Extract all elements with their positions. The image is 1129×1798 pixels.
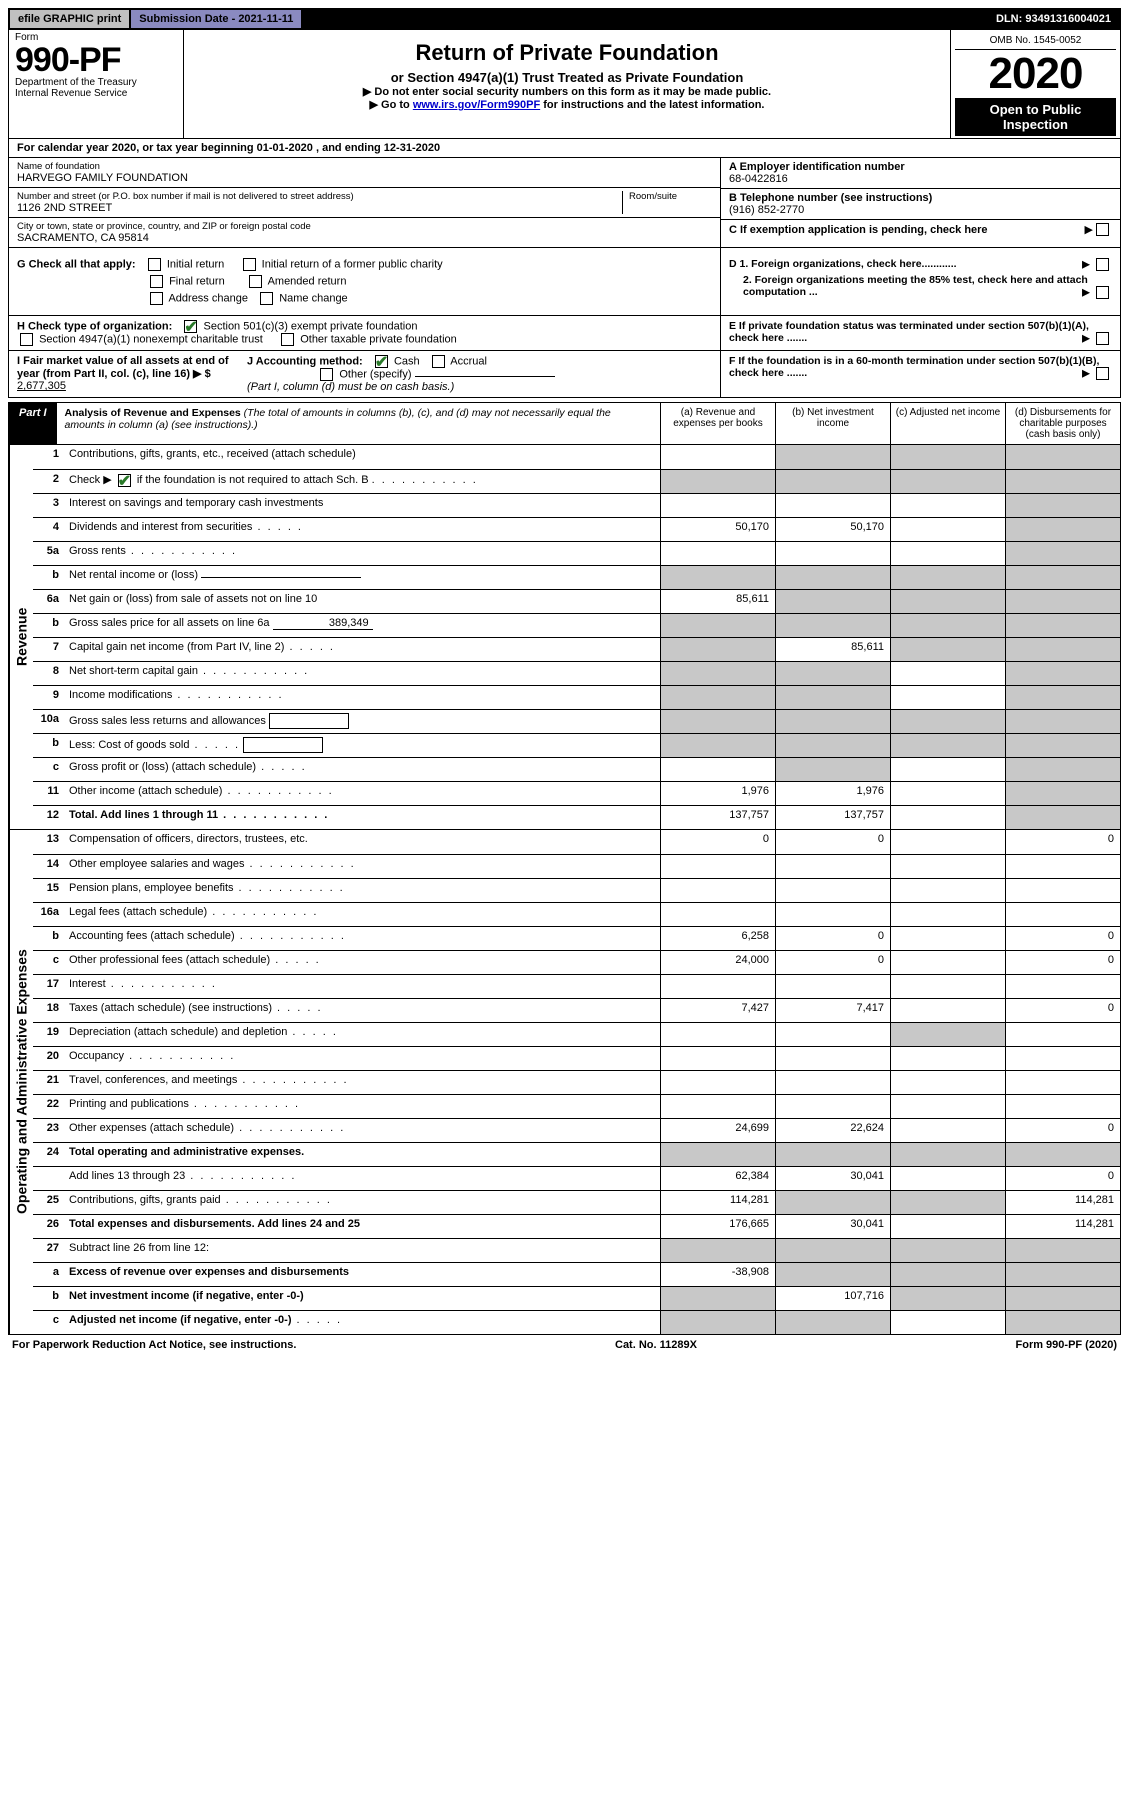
fmv-value: 2,677,305 [17, 380, 66, 392]
name-label: Name of foundation [17, 161, 712, 172]
cat-no: Cat. No. 11289X [615, 1339, 697, 1351]
ij-row: I Fair market value of all assets at end… [8, 351, 1121, 398]
cash-checkbox[interactable] [375, 355, 388, 368]
top-bar: efile GRAPHIC print Submission Date - 20… [8, 8, 1121, 30]
dln: DLN: 93491316004021 [988, 10, 1119, 28]
other-method-checkbox[interactable] [320, 368, 333, 381]
other-taxable-checkbox[interactable] [281, 333, 294, 346]
submission-date: Submission Date - 2021-11-11 [131, 10, 301, 28]
tax-year: 2020 [955, 50, 1116, 98]
omb-number: OMB No. 1545-0052 [955, 32, 1116, 50]
tel-value: (916) 852-2770 [729, 204, 1112, 216]
city-state-zip: SACRAMENTO, CA 95814 [17, 232, 712, 244]
accrual-checkbox[interactable] [432, 355, 445, 368]
expenses-grid: Operating and Administrative Expenses 13… [8, 830, 1121, 1335]
e-checkbox[interactable] [1096, 332, 1109, 345]
part1-title: Analysis of Revenue and Expenses [65, 407, 241, 419]
form-header: Form 990-PF Department of the Treasury I… [8, 30, 1121, 139]
revenue-side-label: Revenue [9, 445, 33, 829]
ssn-warning: ▶ Do not enter social security numbers o… [194, 85, 940, 98]
initial-former-checkbox[interactable] [243, 258, 256, 271]
address-change-checkbox[interactable] [150, 292, 163, 305]
d1-checkbox[interactable] [1096, 258, 1109, 271]
irs: Internal Revenue Service [15, 88, 177, 99]
foundation-name: HARVEGO FAMILY FOUNDATION [17, 172, 712, 184]
identity-block: Name of foundation HARVEGO FAMILY FOUNDA… [8, 158, 1121, 248]
dept-treasury: Department of the Treasury [15, 77, 177, 88]
instructions-link[interactable]: www.irs.gov/Form990PF [413, 99, 540, 111]
efile-print-button[interactable]: efile GRAPHIC print [10, 10, 129, 28]
initial-return-checkbox[interactable] [148, 258, 161, 271]
ein-label: A Employer identification number [729, 161, 1112, 173]
d2-checkbox[interactable] [1096, 286, 1109, 299]
page-footer: For Paperwork Reduction Act Notice, see … [8, 1339, 1121, 1351]
form-number: 990-PF [15, 43, 177, 77]
street-address: 1126 2ND STREET [17, 202, 622, 214]
col-b-header: (b) Net investment income [775, 403, 890, 444]
part1-tag: Part I [9, 403, 57, 444]
tel-label: B Telephone number (see instructions) [729, 192, 1112, 204]
501c3-checkbox[interactable] [184, 320, 197, 333]
arrow-icon: ▶ [1085, 223, 1093, 236]
form-ref: Form 990-PF (2020) [1016, 1339, 1117, 1351]
d1-row: D 1. Foreign organizations, check here..… [729, 258, 1112, 270]
room-label: Room/suite [629, 191, 712, 202]
g-row: G Check all that apply: Initial return I… [17, 258, 712, 271]
col-d-header: (d) Disbursements for charitable purpose… [1005, 403, 1120, 444]
f-checkbox[interactable] [1096, 367, 1109, 380]
open-to-public: Open to Public Inspection [955, 98, 1116, 136]
paperwork-notice: For Paperwork Reduction Act Notice, see … [12, 1339, 296, 1351]
final-return-checkbox[interactable] [150, 275, 163, 288]
revenue-grid: Revenue 1Contributions, gifts, grants, e… [8, 445, 1121, 830]
amended-return-checkbox[interactable] [249, 275, 262, 288]
col-a-header: (a) Revenue and expenses per books [660, 403, 775, 444]
instructions-link-row: ▶ Go to www.irs.gov/Form990PF for instru… [194, 98, 940, 111]
4947-checkbox[interactable] [20, 333, 33, 346]
check-grid: G Check all that apply: Initial return I… [8, 248, 1121, 316]
part1-header: Part I Analysis of Revenue and Expenses … [8, 402, 1121, 445]
addr-label: Number and street (or P.O. box number if… [17, 191, 622, 202]
calendar-year-bar: For calendar year 2020, or tax year begi… [8, 139, 1121, 158]
expenses-side-label: Operating and Administrative Expenses [9, 830, 33, 1334]
d2-row: 2. Foreign organizations meeting the 85%… [729, 274, 1112, 298]
sch-b-checkbox[interactable] [118, 474, 131, 487]
spacer [303, 10, 986, 28]
col-c-header: (c) Adjusted net income [890, 403, 1005, 444]
form-subtitle: or Section 4947(a)(1) Trust Treated as P… [194, 70, 940, 85]
ein-value: 68-0422816 [729, 173, 1112, 185]
name-change-checkbox[interactable] [260, 292, 273, 305]
c-exemption-label: C If exemption application is pending, c… [729, 224, 988, 236]
h-row: H Check type of organization: Section 50… [8, 316, 1121, 351]
c-checkbox[interactable] [1096, 223, 1109, 236]
city-label: City or town, state or province, country… [17, 221, 712, 232]
form-title: Return of Private Foundation [194, 40, 940, 66]
